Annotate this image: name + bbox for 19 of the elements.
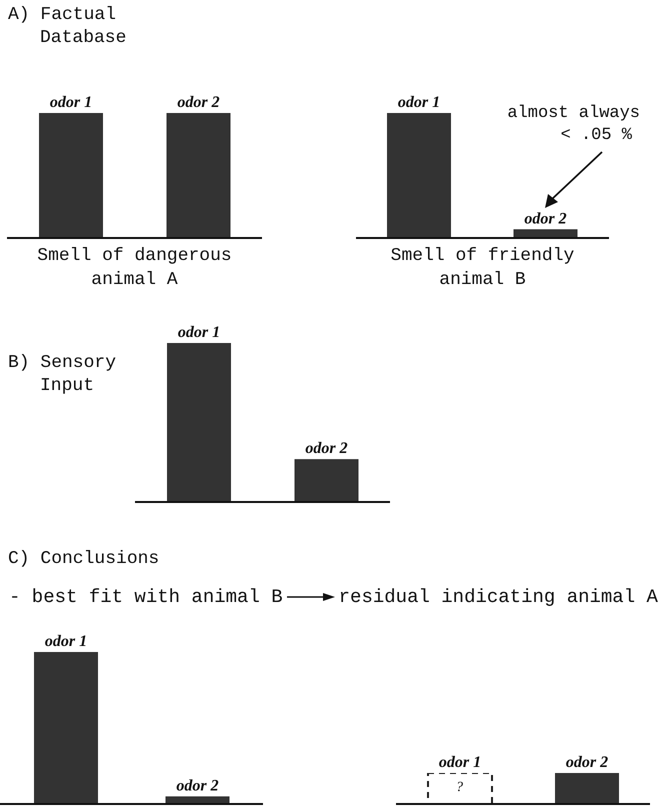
x-tick-label: odor 1 (50, 94, 92, 111)
text: B) Sensory Input (8, 352, 118, 398)
x-tick-label: odor 2 (305, 440, 348, 458)
x-tick-label: odor 1 (398, 94, 440, 111)
annotation: almost always < .05 % (506, 103, 640, 147)
chart-title: A) Factual Database (8, 4, 128, 50)
x-tick-label: odor 2 (176, 777, 219, 794)
annotation: ? (455, 778, 464, 796)
chart-title: C) Conclusions (8, 548, 160, 571)
chart-subtitle: - best fit with animal B (9, 586, 283, 608)
x-tick-label: odor 2 (566, 754, 608, 771)
x-tick-label: odor 2 (177, 94, 220, 111)
x-axis-title: Smell of friendly animal B (390, 245, 576, 292)
x-tick-label: odor 2 (524, 210, 567, 228)
x-tick-label: odor 1 (44, 633, 88, 650)
text: residual indicating animal A (338, 586, 658, 608)
x-tick-label: odor 1 (178, 324, 220, 341)
x-tick-label: odor 1 (438, 754, 482, 771)
x-axis-title: Smell of dangerous animal A (36, 245, 233, 292)
